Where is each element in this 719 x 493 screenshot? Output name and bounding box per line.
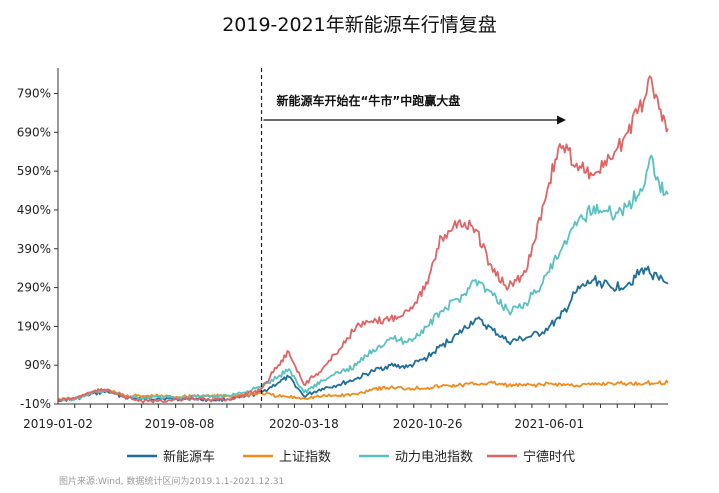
legend-label-0: 新能源车 [163,449,215,465]
y-tick-label: 590% [17,164,51,178]
annotation-text: 新能源车开始在“牛市”中跑赢大盘 [277,93,461,108]
x-tick-label: 2021-06-01 [514,417,584,431]
y-tick-label: 190% [17,319,51,333]
series-line-1 [57,379,669,402]
annotation-layer: 新能源车开始在“牛市”中跑赢大盘 [260,68,566,404]
y-tick-label: 490% [17,203,51,217]
y-tick-label: 90% [24,358,51,372]
x-tick-label: 2020-03-18 [269,417,339,431]
y-tick-label: 390% [17,242,51,256]
y-tick-label: 790% [17,87,51,101]
annotation-arrow-head [556,115,566,125]
source-note: 图片来源:Wind, 数据统计区间为2019.1.1-2021.12.31 [59,477,285,487]
legend: 新能源车 上证指数 动力电池指数 宁德时代 [127,449,575,465]
y-tick-label: 690% [17,125,51,139]
x-tick-label: 2020-10-26 [393,417,463,431]
x-tick-label: 2019-08-08 [145,417,215,431]
legend-label-3: 宁德时代 [523,449,575,465]
series-line-0 [57,265,669,403]
y-tick-label: 290% [17,281,51,295]
legend-label-1: 上证指数 [279,450,331,465]
y-tick-label: -10% [20,397,51,411]
legend-label-2: 动力电池指数 [395,450,473,465]
series-line-2 [57,154,669,402]
series-layer [57,75,669,404]
x-tick-label: 2019-01-02 [23,417,93,431]
series-line-3 [57,75,669,404]
axes-layer: -10% 90% 190% 290% 390% 490% 590% 690% 790% 2019-… [17,68,668,431]
chart-title: 2019-2021年新能源车行情复盘 [222,14,497,36]
